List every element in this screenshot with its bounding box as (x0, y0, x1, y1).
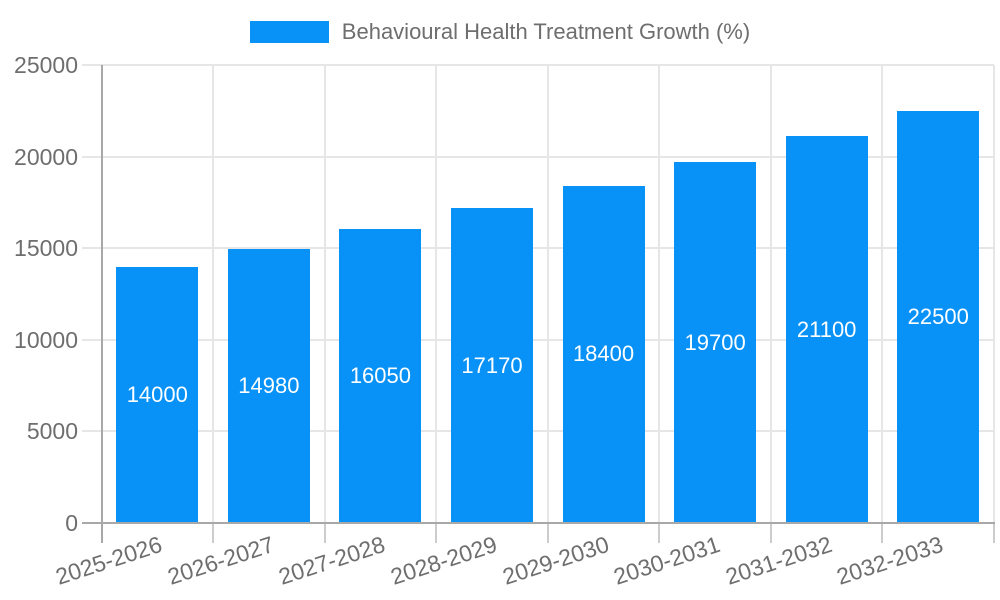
y-tick-label: 0 (65, 510, 78, 536)
bar[interactable]: 17170 (450, 208, 533, 523)
x-gridline (435, 65, 438, 523)
y-tick-label: 25000 (14, 52, 78, 78)
x-tick-label: 2032-2033 (833, 531, 947, 590)
x-tick-label: 2030-2031 (610, 531, 724, 590)
x-tick (323, 523, 326, 543)
bar-value-label: 14000 (126, 381, 188, 407)
x-tick (212, 523, 215, 543)
bar-value-label: 22500 (907, 303, 969, 329)
y-gridline (82, 247, 994, 250)
bar[interactable]: 14980 (227, 248, 310, 523)
legend[interactable]: Behavioural Health Treatment Growth (%) (0, 17, 1000, 47)
bar-value-label: 14980 (238, 372, 300, 398)
x-gridline (769, 65, 772, 523)
x-tick-label: 2029-2030 (498, 531, 612, 590)
x-tick (435, 523, 438, 543)
y-gridline (82, 64, 994, 66)
y-tick-label: 10000 (14, 326, 78, 353)
x-tick (881, 523, 884, 543)
y-gridline (82, 338, 994, 341)
bar-value-label: 19700 (684, 329, 746, 355)
x-tick (658, 523, 661, 543)
x-tick (769, 523, 772, 543)
bar-value-label: 17170 (461, 352, 523, 378)
x-tick-label: 2027-2028 (275, 531, 389, 590)
x-gridline (993, 65, 995, 523)
x-gridline (212, 65, 215, 523)
x-gridline (546, 65, 549, 523)
legend-label: Behavioural Health Treatment Growth (%) (341, 19, 751, 44)
x-gridline (658, 65, 661, 523)
x-tick-label: 2031-2032 (722, 531, 835, 590)
x-tick-label: 2028-2029 (387, 531, 501, 590)
bar[interactable]: 19700 (674, 162, 757, 523)
legend-swatch (249, 21, 329, 43)
bar-value-label: 18400 (572, 341, 635, 367)
y-tick-label: 15000 (14, 235, 78, 262)
x-tick (993, 523, 995, 543)
bar[interactable]: 18400 (562, 185, 645, 523)
y-gridline (82, 155, 994, 158)
x-axis-line (82, 522, 995, 524)
bar[interactable]: 22500 (897, 110, 980, 523)
x-gridline (881, 65, 884, 523)
bar[interactable]: 21100 (785, 136, 868, 523)
y-tick-label: 5000 (26, 418, 78, 445)
x-tick-label: 2025-2026 (52, 531, 166, 590)
x-tick (546, 523, 549, 543)
x-tick-label: 2026-2027 (164, 531, 277, 590)
bar[interactable]: 14000 (116, 266, 199, 523)
y-tick-label: 20000 (14, 143, 78, 170)
y-gridline (82, 430, 994, 433)
y-axis-line (100, 65, 103, 543)
bar-value-label: 16050 (349, 362, 411, 388)
bar-value-label: 21100 (796, 316, 857, 342)
bar[interactable]: 16050 (339, 228, 422, 523)
x-gridline (323, 65, 326, 523)
